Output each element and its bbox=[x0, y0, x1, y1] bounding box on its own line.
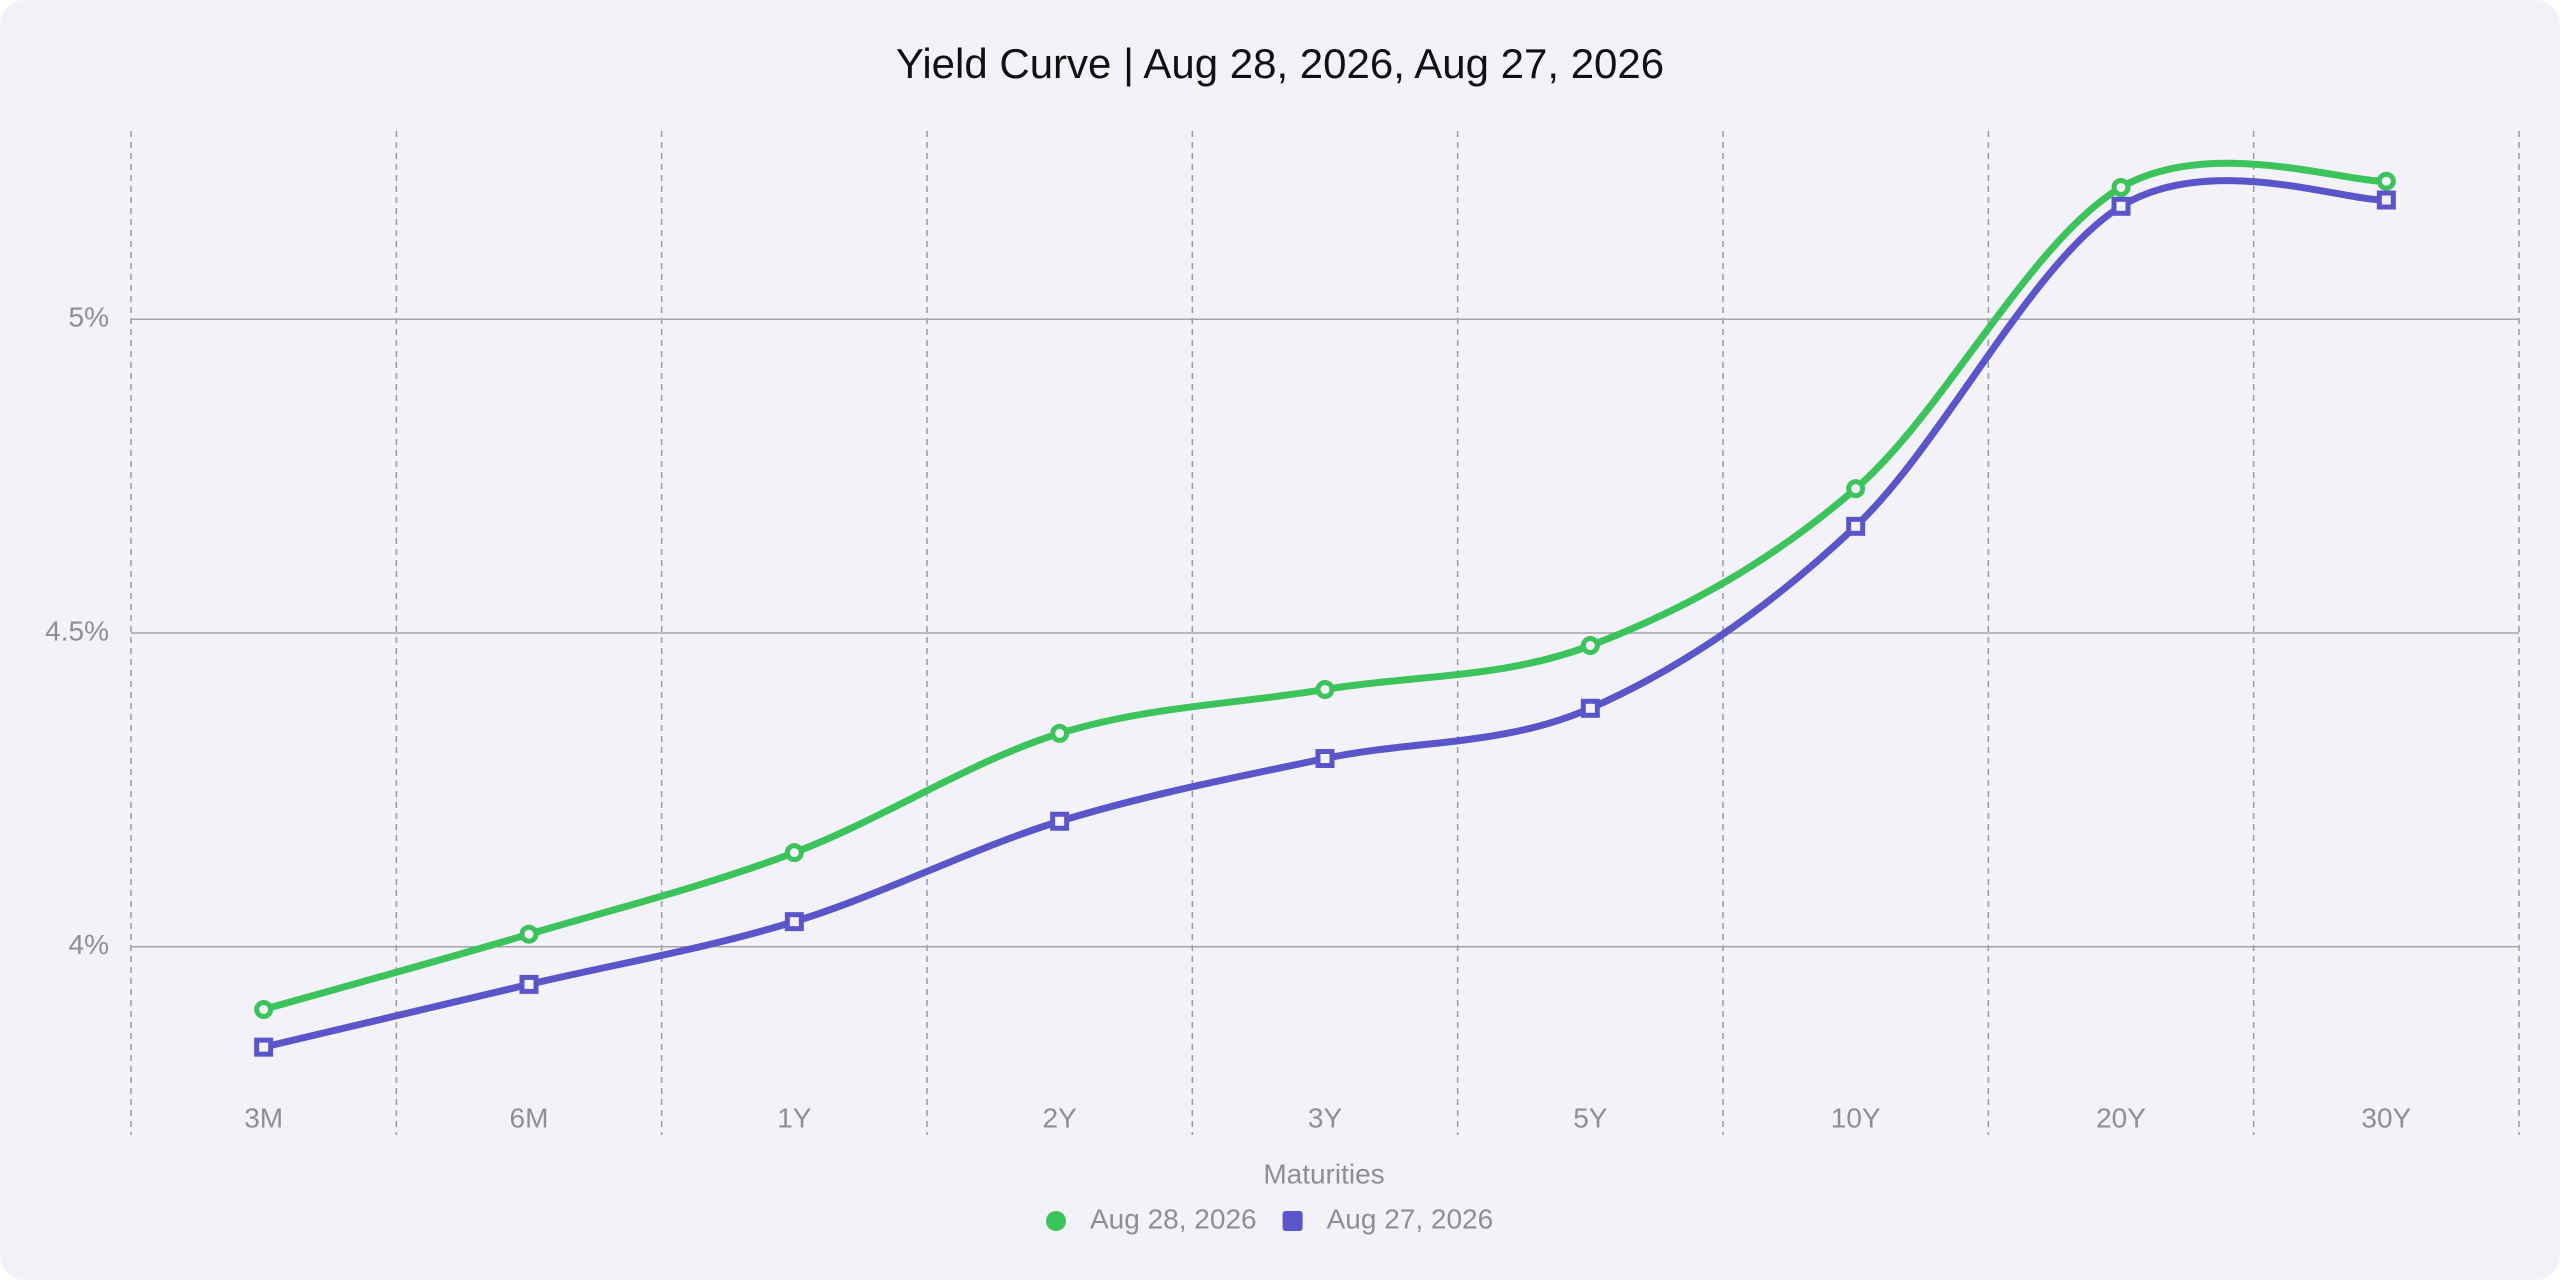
x-tick-label: 6M bbox=[510, 1102, 549, 1133]
point-marker bbox=[784, 843, 804, 863]
point-marker bbox=[254, 1000, 274, 1019]
x-tick-label: 2Y bbox=[1043, 1102, 1078, 1133]
x-axis-label: Maturities bbox=[1263, 1158, 1384, 1189]
point-marker bbox=[2111, 196, 2131, 216]
point-marker bbox=[2111, 177, 2131, 197]
y-tick-label: 4.5% bbox=[45, 615, 109, 646]
point-marker bbox=[1846, 479, 1866, 499]
point-marker bbox=[1580, 636, 1600, 656]
x-tick-label: 10Y bbox=[1831, 1102, 1881, 1133]
point-marker bbox=[1050, 723, 1070, 743]
point-marker bbox=[1846, 516, 1866, 536]
legend-swatch bbox=[1046, 1211, 1066, 1231]
point-marker bbox=[519, 924, 539, 944]
x-tick-label: 30Y bbox=[2361, 1102, 2411, 1133]
point-marker bbox=[2376, 171, 2396, 191]
point-marker bbox=[1315, 749, 1335, 768]
y-tick-label: 4% bbox=[69, 929, 109, 960]
legend-label: Aug 27, 2026 bbox=[1327, 1203, 1494, 1234]
chart-title: Yield Curve | Aug 28, 2026, Aug 27, 2026 bbox=[896, 40, 1664, 87]
x-tick-label: 1Y bbox=[777, 1102, 812, 1133]
y-tick-label: 5% bbox=[69, 302, 109, 333]
legend-item: Aug 28, 2026 bbox=[1046, 1203, 1257, 1234]
legend-label: Aug 28, 2026 bbox=[1090, 1203, 1257, 1234]
point-marker bbox=[784, 912, 804, 932]
x-tick-label: 3M bbox=[244, 1102, 283, 1133]
series-line bbox=[262, 159, 2387, 1013]
point-marker bbox=[1580, 698, 1600, 718]
legend-swatch bbox=[1282, 1211, 1303, 1231]
x-tick-label: 5Y bbox=[1573, 1102, 1608, 1133]
point-marker bbox=[254, 1037, 274, 1057]
x-tick-label: 3Y bbox=[1308, 1102, 1343, 1133]
point-marker bbox=[1050, 811, 1070, 831]
legend-item: Aug 27, 2026 bbox=[1282, 1203, 1494, 1234]
series-line bbox=[262, 177, 2387, 1051]
point-marker bbox=[2376, 190, 2396, 210]
point-marker bbox=[519, 974, 539, 994]
point-marker bbox=[1315, 679, 1335, 699]
x-tick-label: 20Y bbox=[2096, 1102, 2146, 1133]
